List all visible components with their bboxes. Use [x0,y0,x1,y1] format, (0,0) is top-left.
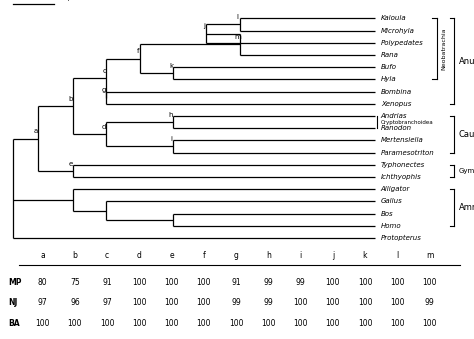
Text: Kaloula: Kaloula [381,15,407,21]
Text: 0.1 substitutions per site: 0.1 substitutions per site [12,0,91,1]
Text: Mertensiella: Mertensiella [381,137,424,143]
Text: h: h [169,112,173,118]
Text: 100: 100 [390,319,404,328]
Text: c: c [105,251,109,260]
Text: 100: 100 [390,298,404,307]
Text: 100: 100 [36,319,50,328]
Text: 100: 100 [326,278,340,286]
Text: Protopterus: Protopterus [381,235,422,241]
Text: f: f [137,48,139,55]
Text: 97: 97 [38,298,47,307]
Text: m: m [234,34,241,40]
Text: Andrias: Andrias [381,113,407,119]
Text: BA: BA [9,319,20,328]
Text: Rana: Rana [381,52,399,58]
Text: MP: MP [9,278,22,286]
Text: 100: 100 [164,319,179,328]
Text: 91: 91 [231,278,241,286]
Text: 99: 99 [425,298,434,307]
Text: Caudata: Caudata [459,130,474,139]
Text: g: g [234,251,238,260]
Text: 100: 100 [164,278,179,286]
Text: Ranodon: Ranodon [381,125,412,131]
Text: 100: 100 [358,298,372,307]
Text: 99: 99 [231,298,241,307]
Text: 100: 100 [358,278,372,286]
Text: Homo: Homo [381,223,401,229]
Text: 100: 100 [326,298,340,307]
Text: 100: 100 [68,319,82,328]
Text: Amniota: Amniota [459,203,474,212]
Text: 100: 100 [164,298,179,307]
Text: 80: 80 [38,278,47,286]
Text: 100: 100 [261,319,275,328]
Text: Hyla: Hyla [381,76,396,82]
Text: 100: 100 [229,319,243,328]
Text: j: j [332,251,334,260]
Text: 100: 100 [390,278,404,286]
Text: Gallus: Gallus [381,198,402,204]
Text: Ichthyophis: Ichthyophis [381,174,421,180]
Text: 100: 100 [197,298,211,307]
Text: Paramesotriton: Paramesotriton [381,149,435,156]
Text: d: d [102,124,107,130]
Text: Alligator: Alligator [381,186,410,192]
Text: 75: 75 [70,278,80,286]
Text: 97: 97 [102,298,112,307]
Text: b: b [69,96,73,102]
Text: 100: 100 [422,278,437,286]
Text: e: e [69,161,73,166]
Text: 100: 100 [132,298,146,307]
Text: Cryptobranchoidea: Cryptobranchoidea [381,120,434,124]
Text: c: c [102,68,106,74]
Text: 100: 100 [422,319,437,328]
Text: 100: 100 [293,298,308,307]
Text: Typhonectes: Typhonectes [381,162,425,168]
Text: 99: 99 [264,278,273,286]
Text: e: e [169,251,174,260]
Text: Xenopus: Xenopus [381,101,411,107]
Text: 100: 100 [132,319,146,328]
Text: l: l [396,251,398,260]
Text: 100: 100 [326,319,340,328]
Text: 100: 100 [358,319,372,328]
Text: f: f [202,251,205,260]
Text: i: i [170,136,172,142]
Text: 100: 100 [132,278,146,286]
Text: Bufo: Bufo [381,64,397,70]
Text: m: m [426,251,433,260]
Text: h: h [266,251,271,260]
Text: 100: 100 [197,278,211,286]
Text: Bos: Bos [381,211,393,217]
Text: a: a [33,128,37,134]
Text: 91: 91 [102,278,112,286]
Text: k: k [363,251,367,260]
Text: 100: 100 [100,319,114,328]
Text: 99: 99 [264,298,273,307]
Text: 100: 100 [197,319,211,328]
Text: k: k [169,63,173,69]
Text: NJ: NJ [9,298,18,307]
Text: 100: 100 [293,319,308,328]
Text: j: j [203,23,205,29]
Text: d: d [137,251,142,260]
Text: Anura: Anura [459,57,474,65]
Text: Gymnophiona: Gymnophiona [459,168,474,174]
Text: Microhyla: Microhyla [381,27,415,34]
Text: l: l [237,14,239,20]
Text: b: b [73,251,77,260]
Text: 99: 99 [296,278,305,286]
Text: i: i [300,251,301,260]
Text: g: g [102,87,107,93]
Text: a: a [40,251,45,260]
Text: Bombina: Bombina [381,88,412,95]
Text: 96: 96 [70,298,80,307]
Text: Polypedates: Polypedates [381,40,424,46]
Text: Neobatrachia: Neobatrachia [442,27,447,70]
